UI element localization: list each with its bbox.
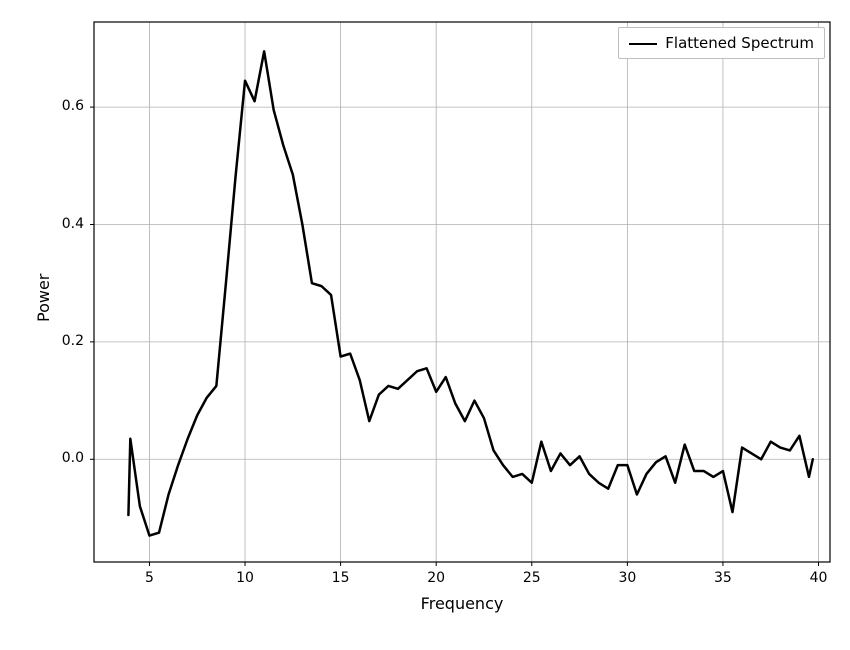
x-tick-label: 25: [512, 570, 552, 586]
x-tick-label: 15: [321, 570, 361, 586]
figure: Frequency Power Flattened Spectrum 5 10 15…: [0, 0, 850, 650]
legend-line-sample: [629, 43, 657, 45]
x-tick-label: 30: [607, 570, 647, 586]
chart-svg: [0, 0, 850, 650]
x-tick-label: 35: [703, 570, 743, 586]
x-tick-label: 40: [799, 570, 839, 586]
y-tick-label: 0.0: [62, 450, 84, 466]
x-tick-label: 10: [225, 570, 265, 586]
y-tick-label: 0.2: [62, 333, 84, 349]
y-tick-label: 0.4: [62, 216, 84, 232]
x-tick-label: 20: [416, 570, 456, 586]
y-axis-label: Power: [34, 274, 53, 322]
legend-label: Flattened Spectrum: [665, 34, 814, 52]
x-axis-label: Frequency: [412, 594, 512, 613]
x-tick-label: 5: [129, 570, 169, 586]
legend: Flattened Spectrum: [618, 27, 825, 59]
y-tick-label: 0.6: [62, 98, 84, 114]
